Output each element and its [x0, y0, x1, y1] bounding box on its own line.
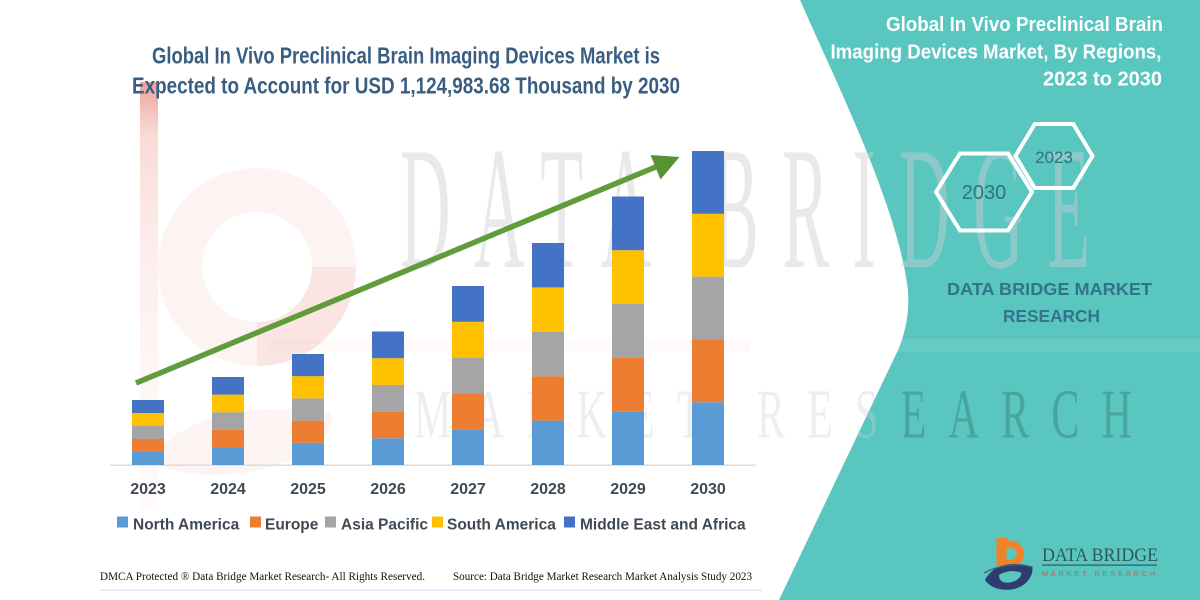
svg-text:Global In Vivo Preclinical Bra: Global In Vivo Preclinical Brain Imaging… [152, 43, 660, 69]
svg-text:Source: Data Bridge Market Res: Source: Data Bridge Market Research Mark… [453, 569, 752, 583]
svg-text:Asia Pacific: Asia Pacific [341, 517, 428, 534]
svg-text:North America: North America [133, 517, 240, 534]
svg-text:2028: 2028 [530, 481, 566, 498]
svg-text:2030: 2030 [690, 481, 726, 498]
svg-text:2023 to 2030: 2023 to 2030 [1043, 68, 1162, 91]
svg-text:Middle East and Africa: Middle East and Africa [580, 517, 746, 534]
svg-text:DATA BRIDGE: DATA BRIDGE [400, 111, 1090, 305]
svg-text:South America: South America [447, 517, 556, 534]
svg-text:Global In Vivo Preclinical Bra: Global In Vivo Preclinical Brain [886, 13, 1163, 36]
svg-text:Expected to Account for USD 1,: Expected to Account for USD 1,124,983.68… [132, 73, 680, 99]
svg-text:2029: 2029 [610, 481, 646, 498]
svg-text:DATA BRIDGE: DATA BRIDGE [1042, 545, 1158, 566]
svg-text:DMCA Protected ® Data Bridge M: DMCA Protected ® Data Bridge Market Rese… [100, 569, 425, 583]
svg-text:2024: 2024 [210, 481, 246, 498]
svg-text:2026: 2026 [370, 481, 406, 498]
svg-text:2027: 2027 [450, 481, 486, 498]
svg-text:2030: 2030 [962, 182, 1007, 204]
svg-text:Europe: Europe [265, 517, 319, 534]
svg-text:RESEARCH: RESEARCH [1003, 306, 1100, 326]
svg-text:MARKET RESEARCH: MARKET RESEARCH [1042, 571, 1155, 578]
svg-text:DATA BRIDGE MARKET: DATA BRIDGE MARKET [947, 279, 1152, 299]
svg-text:Imaging Devices Market, By Reg: Imaging Devices Market, By Regions, [831, 41, 1162, 64]
svg-text:2023: 2023 [1035, 148, 1073, 167]
svg-text:2025: 2025 [290, 481, 326, 498]
svg-text:2023: 2023 [130, 481, 166, 498]
